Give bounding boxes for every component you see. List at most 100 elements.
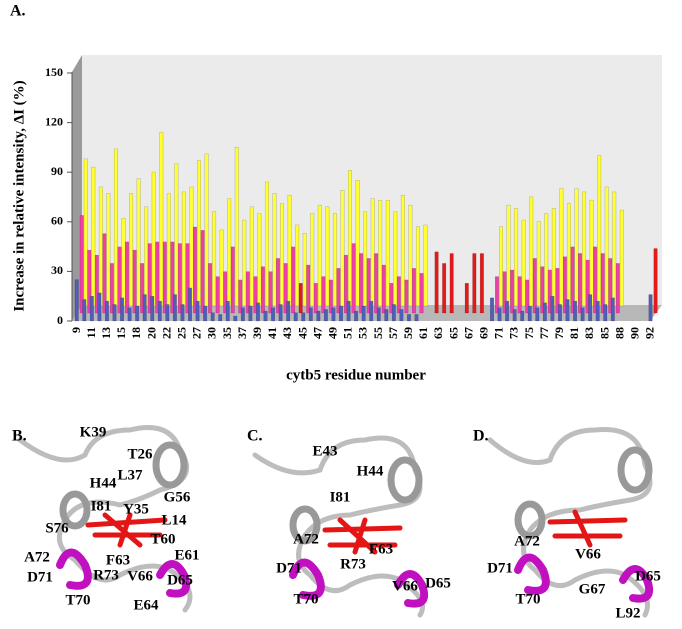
bar	[346, 300, 351, 322]
bar	[180, 304, 185, 322]
bar	[150, 295, 155, 322]
bar	[608, 258, 613, 314]
x-tick-label: 85	[597, 327, 611, 339]
x-tick-label: 71	[492, 327, 506, 339]
bar	[268, 271, 273, 314]
x-tick-label: 88	[612, 327, 626, 339]
bar	[287, 194, 292, 307]
bar	[263, 310, 268, 322]
x-tick-label: 57	[386, 327, 400, 339]
bar	[74, 279, 79, 322]
x-tick-label: 25	[174, 327, 188, 339]
bar	[370, 198, 375, 307]
bar	[125, 241, 130, 314]
bar	[223, 271, 228, 314]
bar	[200, 230, 205, 314]
residue-label: S76	[45, 520, 69, 536]
bar	[172, 294, 177, 322]
x-tick-label: 45	[295, 327, 309, 339]
bar	[502, 271, 507, 314]
y-tick-label: 30	[51, 263, 63, 277]
x-tick-label: 75	[522, 327, 536, 339]
x-tick-label: 18	[129, 327, 143, 339]
bar	[570, 246, 575, 314]
bar	[295, 224, 300, 307]
bar	[310, 213, 315, 307]
residue-label: T70	[515, 591, 540, 607]
bar	[359, 253, 364, 314]
bar	[597, 155, 602, 307]
bar	[242, 219, 247, 307]
bar	[354, 310, 359, 322]
x-tick-label: 49	[325, 327, 339, 339]
x-tick-label: 61	[416, 327, 430, 339]
bar	[363, 211, 368, 307]
residue-label: L37	[117, 467, 143, 483]
bar	[117, 246, 122, 314]
y-tick-label: 60	[51, 214, 63, 228]
bar	[542, 302, 547, 322]
residue-label: L14	[161, 512, 187, 528]
residue-label: T70	[65, 592, 90, 608]
bar	[381, 264, 386, 314]
bar	[142, 294, 147, 322]
bar	[325, 206, 330, 307]
x-tick-label: 13	[99, 327, 113, 339]
structure-d	[487, 426, 654, 618]
bar	[97, 292, 102, 322]
bar	[374, 253, 379, 314]
bar	[240, 307, 245, 322]
bar	[215, 276, 220, 314]
residue-label: A72	[24, 549, 50, 565]
residue-label: H44	[90, 475, 117, 491]
bar	[264, 181, 269, 307]
bar	[536, 221, 541, 307]
bar	[648, 294, 653, 322]
x-tick-label: 92	[643, 327, 657, 339]
bar	[399, 309, 404, 322]
residue-label: D71	[276, 560, 302, 576]
bar	[393, 211, 398, 307]
residue-label: R73	[93, 567, 119, 583]
bar	[559, 188, 564, 307]
x-tick-label: 67	[461, 327, 475, 339]
residue-label: I81	[91, 498, 112, 514]
bar	[87, 249, 92, 314]
bar	[255, 302, 260, 322]
bar	[404, 279, 409, 314]
residue-label: R73	[340, 556, 366, 572]
bar	[113, 148, 118, 307]
bar	[271, 307, 276, 322]
bar	[593, 246, 598, 314]
bar	[204, 153, 209, 307]
bar	[185, 243, 190, 314]
residue-label: T70	[293, 591, 318, 607]
bar	[301, 312, 306, 322]
side-wall	[72, 55, 82, 321]
bar	[79, 215, 84, 314]
residue-label: D71	[487, 560, 513, 576]
bar	[529, 196, 534, 307]
residue-label: H44	[357, 463, 384, 479]
bar	[332, 213, 337, 307]
bar	[391, 304, 396, 322]
bar	[385, 199, 390, 307]
bar	[525, 279, 530, 314]
bar	[603, 304, 608, 322]
residue-label: F63	[369, 541, 393, 557]
bar	[595, 300, 600, 322]
residue-label: A72	[293, 531, 319, 547]
bar	[212, 211, 217, 307]
bar	[521, 219, 526, 307]
bar	[573, 300, 578, 322]
bar	[408, 204, 413, 307]
bar	[260, 266, 265, 314]
bar	[144, 206, 149, 307]
bar	[566, 203, 571, 307]
bar	[165, 304, 170, 322]
bar	[283, 263, 288, 314]
bar	[562, 256, 567, 314]
x-tick-label: 11	[84, 327, 98, 338]
bar	[293, 312, 298, 322]
